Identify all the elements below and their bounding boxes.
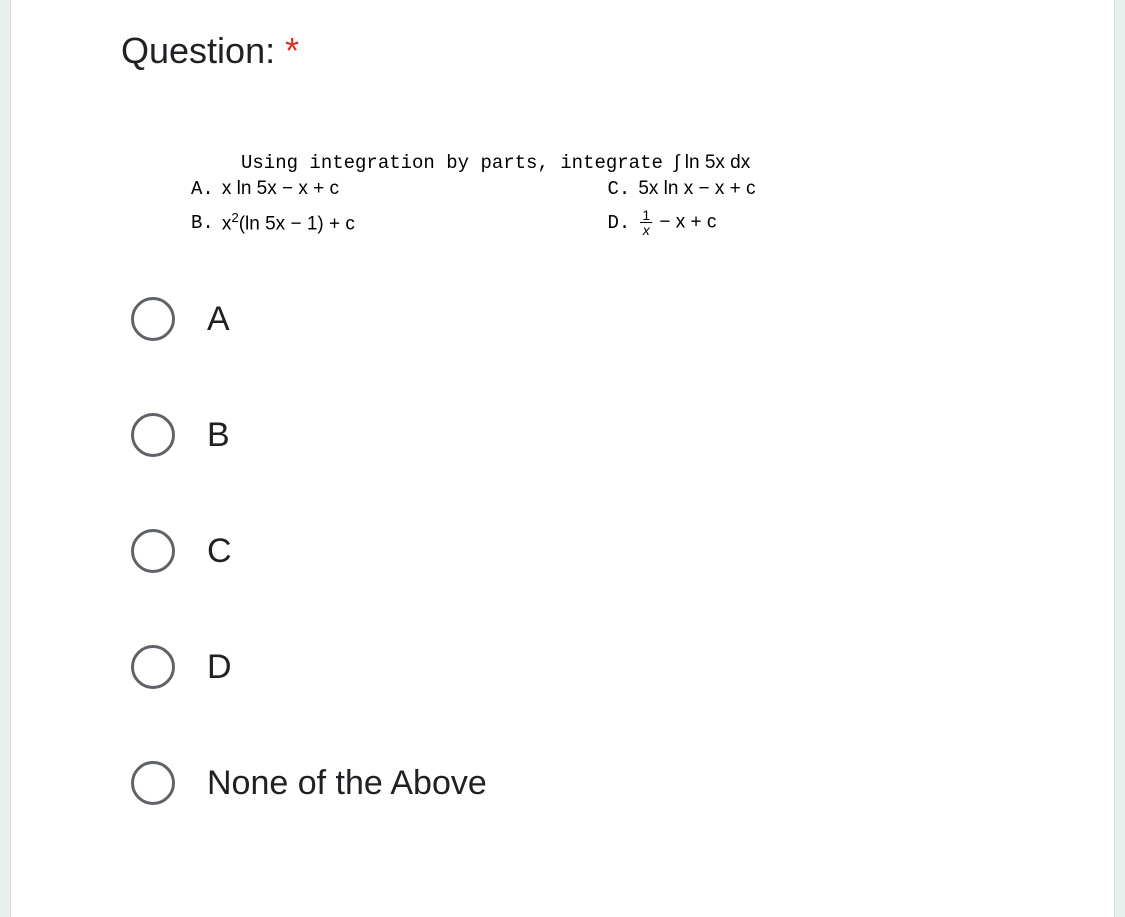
required-asterisk: * bbox=[285, 30, 299, 71]
option-label: B bbox=[207, 416, 230, 455]
option-label: D bbox=[207, 648, 232, 687]
answer-D: D. 1 x − x + c bbox=[608, 208, 1005, 237]
radio-icon[interactable] bbox=[131, 645, 175, 689]
radio-icon[interactable] bbox=[131, 297, 175, 341]
fraction-icon: 1 x bbox=[640, 208, 652, 237]
question-title: Question: * bbox=[121, 30, 1004, 72]
radio-icon[interactable] bbox=[131, 413, 175, 457]
prompt-prefix: Using integration by parts, integrate bbox=[241, 152, 663, 174]
answer-C-expr: 5x ln x − x + c bbox=[638, 178, 755, 200]
radio-icon[interactable] bbox=[131, 761, 175, 805]
answer-D-label: D. bbox=[608, 212, 631, 234]
answer-A: A. x ln 5x − x + c bbox=[191, 178, 588, 200]
answer-A-label: A. bbox=[191, 178, 214, 200]
option-none[interactable]: None of the Above bbox=[131, 761, 1004, 805]
option-label: A bbox=[207, 300, 230, 339]
question-card: Question: * Using integration by parts, … bbox=[10, 0, 1115, 917]
question-prompt: Using integration by parts, integrate ∫ … bbox=[241, 152, 1004, 174]
options-list: A B C D None of the Above bbox=[121, 297, 1004, 805]
answer-B-expr: x2(ln 5x − 1) + c bbox=[222, 210, 355, 235]
answer-B: B. x2(ln 5x − 1) + c bbox=[191, 208, 588, 237]
option-C[interactable]: C bbox=[131, 529, 1004, 573]
answer-grid: A. x ln 5x − x + c C. 5x ln x − x + c B.… bbox=[191, 178, 1004, 237]
answer-B-label: B. bbox=[191, 212, 214, 234]
option-B[interactable]: B bbox=[131, 413, 1004, 457]
option-D[interactable]: D bbox=[131, 645, 1004, 689]
option-label: None of the Above bbox=[207, 764, 487, 803]
question-title-text: Question: bbox=[121, 30, 275, 71]
prompt-integral: ∫ ln 5x dx bbox=[674, 152, 750, 173]
option-A[interactable]: A bbox=[131, 297, 1004, 341]
answer-C: C. 5x ln x − x + c bbox=[608, 178, 1005, 200]
option-label: C bbox=[207, 532, 232, 571]
question-content: Using integration by parts, integrate ∫ … bbox=[171, 152, 1004, 237]
answer-A-expr: x ln 5x − x + c bbox=[222, 178, 339, 200]
answer-C-label: C. bbox=[608, 178, 631, 200]
radio-icon[interactable] bbox=[131, 529, 175, 573]
answer-D-expr: 1 x − x + c bbox=[638, 208, 716, 237]
